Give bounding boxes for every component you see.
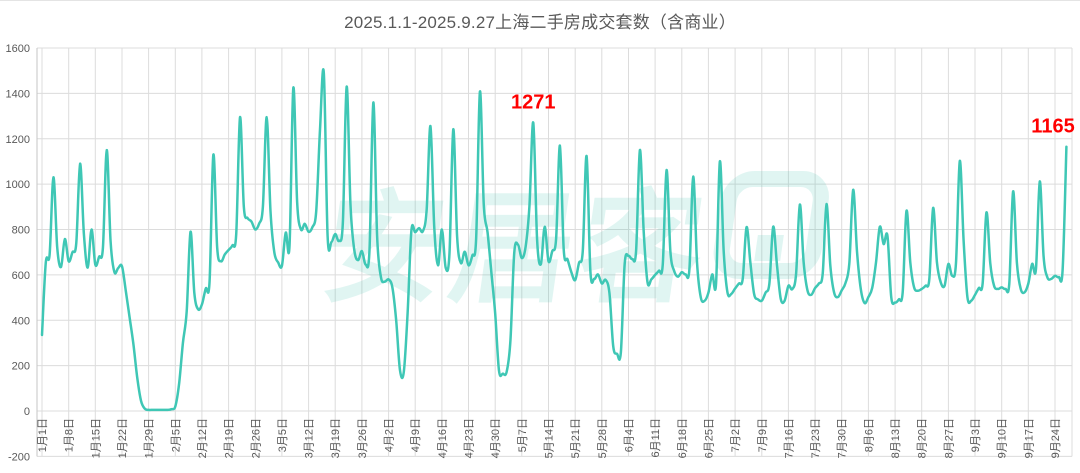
x-tick-label: 3月19日 xyxy=(330,418,342,458)
x-tick-label: 7月2日 xyxy=(730,418,742,452)
x-tick-label: 2月12日 xyxy=(197,418,209,458)
x-tick-label: 7月23日 xyxy=(810,418,822,458)
chart-title: 2025.1.1-2025.9.27上海二手房成交套数（含商业） xyxy=(344,13,736,32)
x-tick-label: 4月2日 xyxy=(384,418,396,452)
x-tick-label: 1月8日 xyxy=(64,418,76,452)
x-tick-label: 6月18日 xyxy=(677,418,689,458)
x-tick-label: 2月26日 xyxy=(250,418,262,458)
x-tick-label: 8月13日 xyxy=(890,418,902,458)
annotation-label: 1271 xyxy=(511,92,556,114)
y-tick-label: -200 xyxy=(8,451,30,463)
y-tick-label: 1200 xyxy=(6,134,30,146)
x-tick-label: 7月30日 xyxy=(837,418,849,458)
x-tick-label: 4月30日 xyxy=(490,418,502,458)
x-tick-label: 9月3日 xyxy=(970,418,982,452)
y-tick-label: 0 xyxy=(24,406,30,418)
x-tick-label: 2月19日 xyxy=(224,418,236,458)
x-tick-label: 6月4日 xyxy=(624,418,636,452)
y-tick-label: 1400 xyxy=(6,88,30,100)
annotations: 1271 1165 xyxy=(511,92,1075,138)
annotation-label: 1165 xyxy=(1031,116,1074,138)
y-tick-label: 1600 xyxy=(6,43,30,55)
y-axis-labels: 1600 1400 1200 1000 800 600 400 200 0 -200 xyxy=(6,43,30,463)
x-tick-label: 9月17日 xyxy=(1023,418,1035,458)
y-tick-label: 600 xyxy=(12,270,30,282)
x-tick-label: 5月21日 xyxy=(570,418,582,458)
x-tick-label: 3月5日 xyxy=(277,418,289,452)
x-tick-label: 5月14日 xyxy=(544,418,556,458)
x-tick-label: 8月27日 xyxy=(943,418,955,458)
x-tick-label: 4月9日 xyxy=(410,418,422,452)
x-tick-label: 4月16日 xyxy=(437,418,449,458)
watermark-logo-icon xyxy=(713,171,829,279)
x-tick-label: 8月6日 xyxy=(863,418,875,452)
x-tick-label: 1月1日 xyxy=(37,418,49,452)
x-tick-label: 7月9日 xyxy=(757,418,769,452)
x-tick-label: 4月23日 xyxy=(464,418,476,458)
series-line xyxy=(40,68,1068,412)
x-tick-label: 7月16日 xyxy=(783,418,795,458)
x-tick-label: 1月22日 xyxy=(117,418,129,458)
x-tick-label: 5月28日 xyxy=(597,418,609,458)
x-tick-label: 1月29日 xyxy=(144,418,156,458)
x-tick-label: 9月10日 xyxy=(997,418,1009,458)
watermark-text: 安居客 xyxy=(314,181,717,317)
x-tick-label: 3月12日 xyxy=(304,418,316,458)
y-tick-label: 400 xyxy=(12,315,30,327)
y-tick-label: 200 xyxy=(12,361,30,373)
x-tick-label: 1月15日 xyxy=(90,418,102,458)
x-tick-label: 3月26日 xyxy=(357,418,369,458)
gridlines xyxy=(37,47,1073,457)
y-tick-label: 1000 xyxy=(6,179,30,191)
watermark: 安居客 xyxy=(314,171,829,317)
watermark-logo-dot-icon xyxy=(754,235,784,261)
x-tick-label: 2月5日 xyxy=(170,418,182,452)
x-tick-label: 5月7日 xyxy=(517,418,529,452)
x-tick-label: 8月20日 xyxy=(917,418,929,458)
x-axis-labels: 1月1日 1月8日 1月15日 1月22日 1月29日 2月5日 2月12日 2月19日 2月2… xyxy=(37,418,1062,458)
x-tick-label: 6月25日 xyxy=(703,418,715,458)
x-tick-label: 6月11日 xyxy=(650,418,662,458)
y-tick-label: 800 xyxy=(12,225,30,237)
x-tick-label: 9月24日 xyxy=(1050,418,1062,458)
